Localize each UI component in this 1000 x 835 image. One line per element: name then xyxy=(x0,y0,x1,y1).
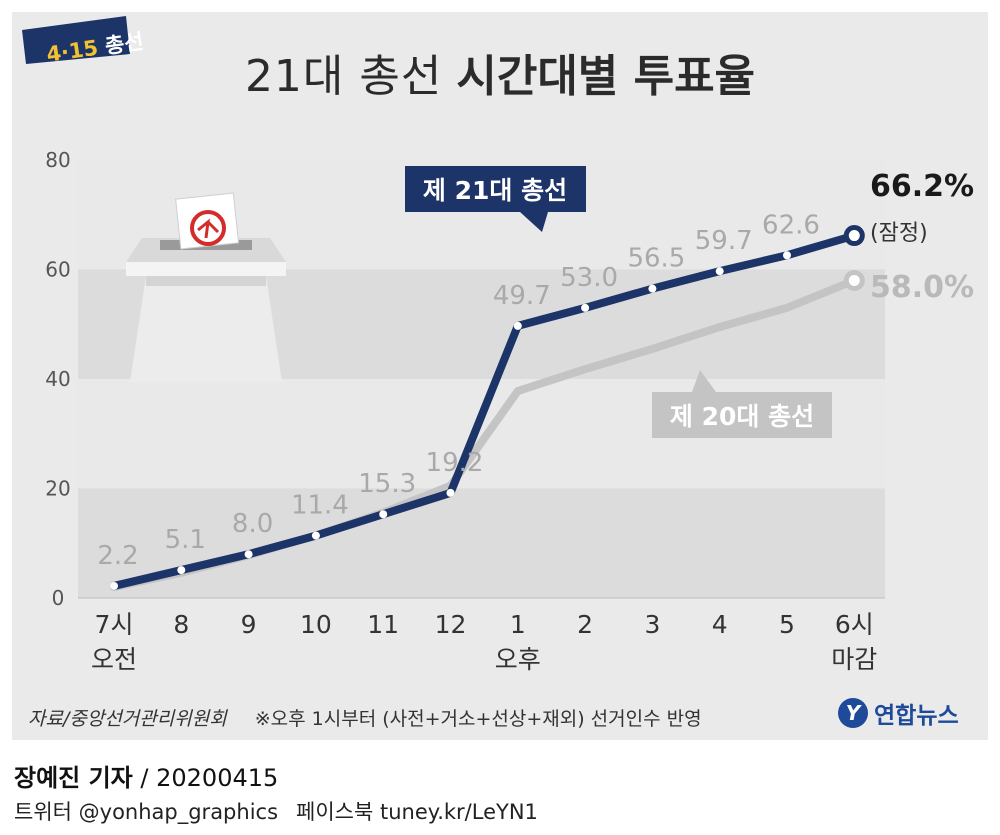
x-sub-label: 마감 xyxy=(831,645,877,674)
footer-note: 자료/중앙선거관리위원회 ※오후 1시부터 (사전+거소+선상+재외) 선거인수… xyxy=(28,704,702,731)
y-tick-label: 0 xyxy=(52,586,65,610)
x-tick-label: 8 xyxy=(173,610,189,639)
source-text: 자료/중앙선거관리위원회 xyxy=(28,708,227,730)
data-label-21st: 2.2 xyxy=(97,541,138,571)
y-tick-label: 80 xyxy=(45,148,70,172)
data-label-21st: 62.6 xyxy=(762,210,820,240)
data-label-21st: 56.5 xyxy=(627,244,685,274)
series-line-21st xyxy=(110,231,859,590)
data-point-21st xyxy=(648,284,657,293)
methodology-note: ※오후 1시부터 (사전+거소+선상+재외) 선거인수 반영 xyxy=(254,708,702,730)
reporter-line: 장예진 기자 / 20200415 xyxy=(14,758,278,793)
x-tick-label: 11 xyxy=(367,610,399,639)
title-bold: 시간대별 투표율 xyxy=(456,51,756,102)
data-point-21st xyxy=(513,321,522,330)
grid-band xyxy=(78,488,885,598)
final-value-20th: 58.0% xyxy=(870,270,974,305)
ballot-box-illustration xyxy=(126,192,286,382)
x-tick-label: 9 xyxy=(241,610,257,639)
data-label-21st: 15.3 xyxy=(358,469,416,499)
logo-mark-icon: Y xyxy=(838,698,868,728)
x-tick-label: 10 xyxy=(300,610,332,639)
title-light: 21대 총선 xyxy=(244,51,443,102)
twitter-handle: 트위터 @yonhap_graphics xyxy=(14,800,279,824)
data-label-21st: 59.7 xyxy=(695,226,753,256)
data-point-21st xyxy=(783,251,791,260)
facebook-link: 페이스북 tuney.kr/LeYN1 xyxy=(296,800,538,824)
x-tick-label: 5 xyxy=(779,610,795,639)
x-tick-label: 4 xyxy=(712,610,728,639)
x-sub-label: 오후 xyxy=(495,645,541,674)
x-tick-label: 7시 xyxy=(95,610,134,639)
reporter-name: 장예진 기자 xyxy=(14,764,133,792)
data-point-21st xyxy=(244,550,253,559)
badge-shape xyxy=(22,16,130,64)
data-point-21st xyxy=(311,531,320,540)
end-point-20th xyxy=(843,269,865,291)
data-point-21st xyxy=(446,488,455,497)
data-label-21st: 19.2 xyxy=(426,448,484,478)
legend-label-20th: 제 20대 총선 xyxy=(670,402,814,431)
x-sub-label: 오전 xyxy=(91,645,137,674)
data-point-21st xyxy=(177,566,186,575)
chart-title: 21대 총선 시간대별 투표율 xyxy=(0,40,1000,104)
x-tick-label: 3 xyxy=(644,610,660,639)
x-tick-label: 12 xyxy=(435,610,467,639)
election-badge: 4·15 총선 xyxy=(14,10,145,67)
data-point-21st xyxy=(110,581,118,590)
yonhap-logo: Y 연합뉴스 xyxy=(838,696,959,730)
legend-callout-20th xyxy=(652,370,832,438)
publish-date: / 20200415 xyxy=(132,764,279,792)
x-tick-label: 2 xyxy=(577,610,593,639)
data-point-21st xyxy=(715,267,724,276)
y-tick-label: 40 xyxy=(45,367,70,391)
data-label-21st: 11.4 xyxy=(291,491,349,521)
data-label-21st: 53.0 xyxy=(560,263,618,293)
legend-label-21st: 제 21대 총선 xyxy=(423,176,567,205)
data-label-21st: 49.7 xyxy=(493,281,551,311)
final-note-21st: (잠정) xyxy=(870,221,928,246)
data-label-21st: 5.1 xyxy=(165,525,206,555)
end-point-21st xyxy=(843,225,865,247)
final-value-21st: 66.2% xyxy=(870,169,974,204)
x-tick-label: 6시 xyxy=(835,610,874,639)
data-point-21st xyxy=(379,510,388,519)
logo-text: 연합뉴스 xyxy=(874,703,959,729)
y-tick-label: 60 xyxy=(45,258,70,282)
line-chart: 0 20 40 60 80 2.2 5.1 8.0 11.4 15.3 19.2 49.7 53.0 5… xyxy=(45,148,974,674)
x-tick-label: 1 xyxy=(510,610,526,639)
y-tick-label: 20 xyxy=(45,477,70,501)
legend-callout-21st xyxy=(405,166,586,232)
data-label-21st: 8.0 xyxy=(232,509,273,539)
data-point-21st xyxy=(581,303,590,312)
social-line: 트위터 @yonhap_graphics 페이스북 tuney.kr/LeYN1 xyxy=(14,796,538,826)
